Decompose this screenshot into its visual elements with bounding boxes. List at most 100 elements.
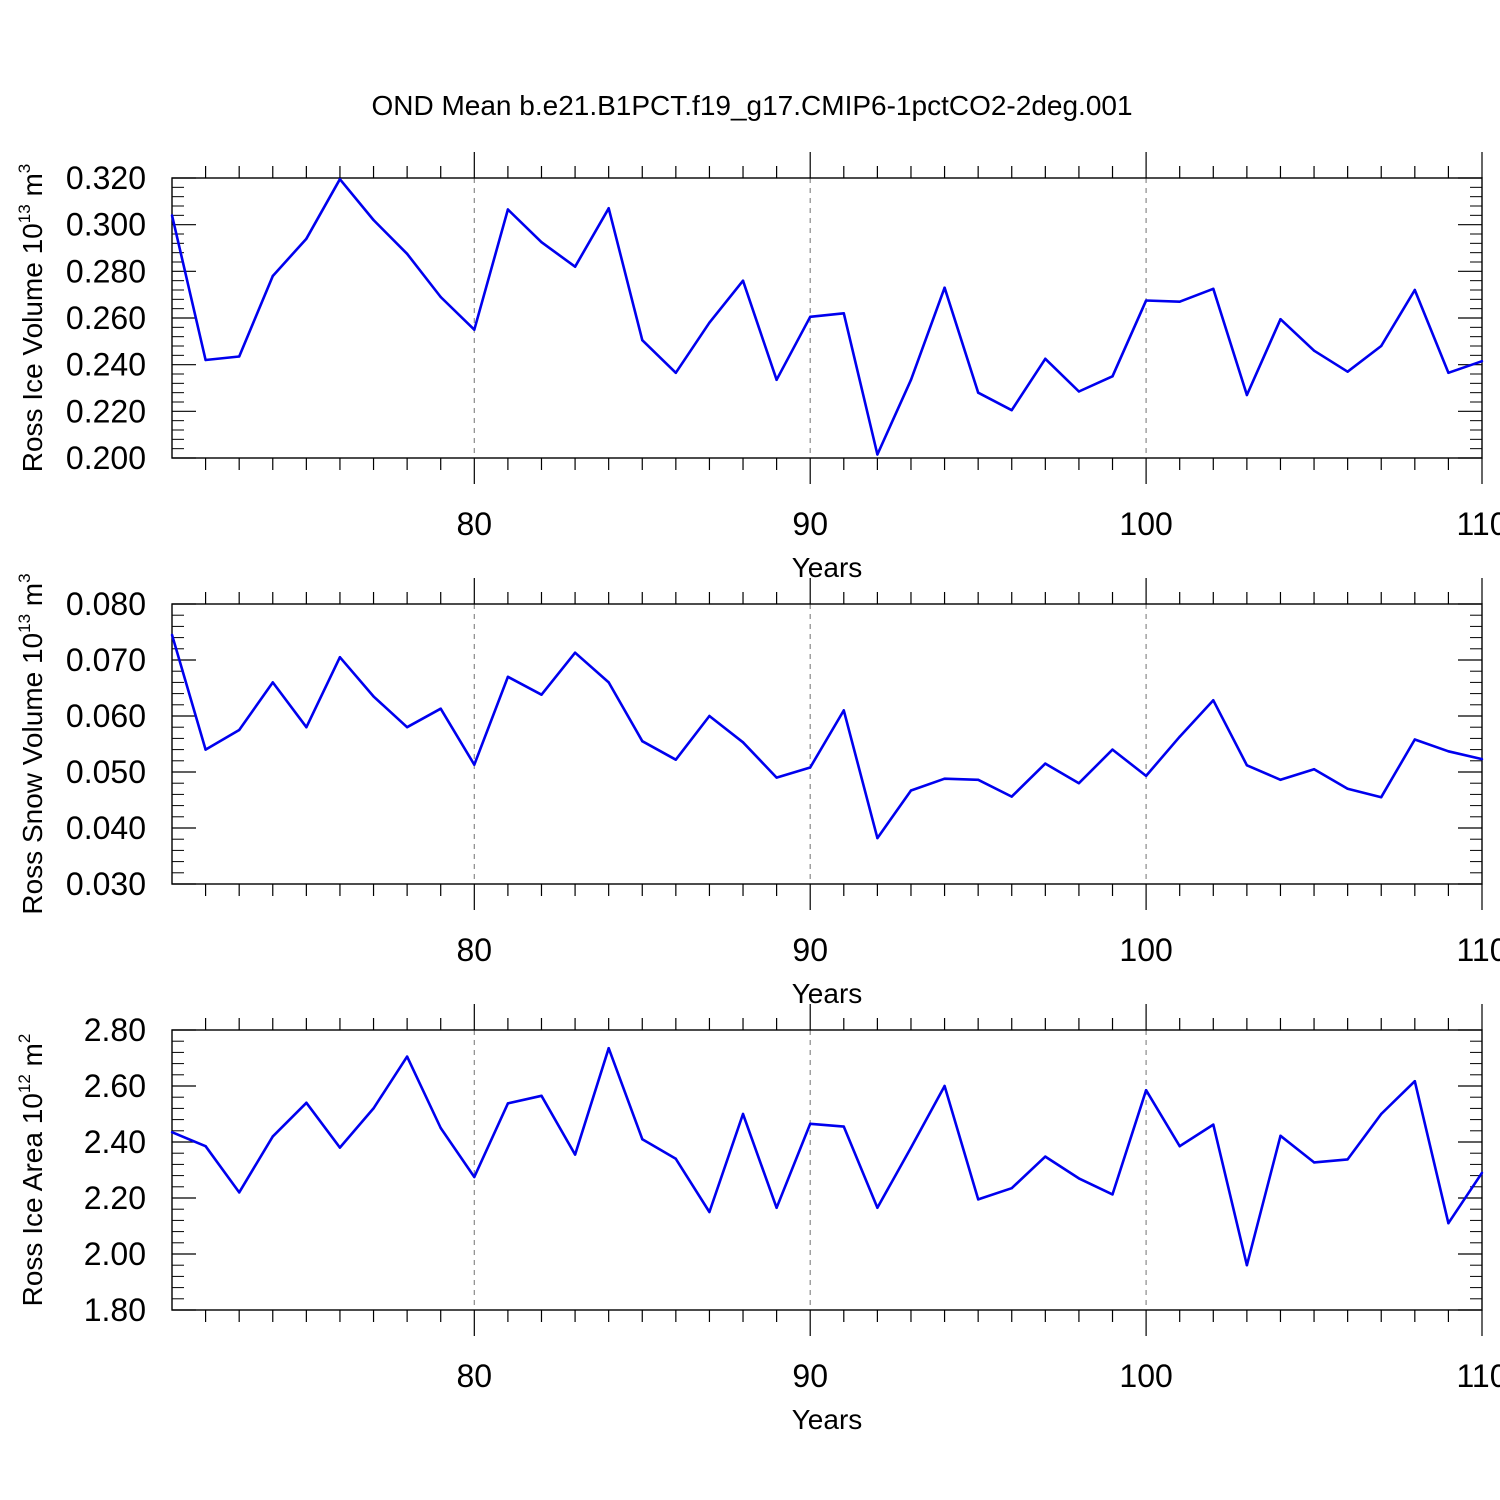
data-point-90 [809, 315, 812, 319]
data-point-77 [372, 695, 375, 698]
data-point-98 [1077, 390, 1081, 393]
x-tick-label-80: 80 [457, 506, 493, 542]
data-point-72 [204, 358, 207, 362]
data-point-87 [708, 714, 711, 718]
data-point-78 [405, 726, 409, 729]
data-point-100 [1144, 774, 1148, 778]
data-point-88 [741, 1112, 745, 1116]
plot-frame [171, 603, 1483, 885]
data-point-94 [943, 286, 946, 289]
data-point-72 [204, 1145, 207, 1148]
y-axis-title-superscript: 2 [15, 1034, 34, 1043]
data-point-81 [506, 1102, 510, 1105]
y-axis-title-part: Ross Ice Area 10 [17, 1093, 48, 1306]
x-tick-label-80: 80 [457, 1358, 493, 1394]
data-point-76 [338, 1146, 342, 1149]
x-tick-label-110: 110 [1456, 1358, 1500, 1394]
data-point-75 [305, 726, 308, 729]
data-point-91 [842, 312, 845, 315]
data-point-73 [237, 1191, 241, 1194]
data-point-96 [1010, 1187, 1013, 1190]
y-axis-title-part: m [17, 173, 48, 204]
data-point-105 [1312, 349, 1316, 352]
panel-2: 0.030 0.040 0.050 0.060 0.070 0.080 80 90 100 110… [15, 573, 1500, 1009]
data-point-98 [1077, 782, 1081, 785]
data-point-93 [909, 378, 913, 382]
y-axis-title-superscript: 12 [15, 1074, 34, 1093]
x-tick-label-100: 100 [1119, 1358, 1172, 1394]
data-point-79 [439, 707, 442, 710]
data-point-105 [1312, 768, 1316, 771]
x-tick-label-110: 110 [1456, 506, 1500, 542]
data-point-105 [1312, 1161, 1316, 1164]
data-point-74 [271, 274, 274, 278]
data-point-74 [271, 681, 274, 684]
data-point-85 [641, 740, 644, 743]
y-tick-label: 1.80 [84, 1292, 146, 1328]
data-point-92 [876, 1206, 879, 1210]
data-point-101 [1178, 735, 1181, 738]
data-point-89 [775, 1206, 778, 1210]
data-point-101 [1178, 300, 1181, 303]
data-point-99 [1111, 375, 1114, 378]
data-point-106 [1346, 1158, 1349, 1161]
data-point-99 [1111, 1193, 1114, 1196]
data-point-91 [842, 709, 845, 712]
y-axis-title-part: Ross Ice Volume 10 [17, 223, 48, 472]
x-axis-title: Years [792, 552, 863, 583]
data-point-85 [641, 1138, 644, 1141]
chart-title: OND Mean b.e21.B1PCT.f19_g17.CMIP6-1pctC… [371, 90, 1132, 121]
data-point-106 [1346, 787, 1349, 790]
data-point-80 [473, 1175, 476, 1179]
y-axis-title: Ross Ice Volume 1013 m3 [15, 164, 48, 473]
data-point-85 [641, 338, 644, 342]
data-point-97 [1044, 762, 1047, 765]
y-tick-label: 0.280 [66, 253, 146, 289]
y-tick-label: 0.040 [66, 810, 146, 846]
data-point-94 [943, 1084, 946, 1088]
data-point-96 [1010, 795, 1013, 798]
data-point-84 [607, 681, 610, 684]
data-point-84 [607, 207, 610, 210]
data-point-99 [1111, 748, 1114, 751]
data-point-93 [909, 789, 913, 792]
x-tick-label-90: 90 [792, 506, 828, 542]
data-point-81 [506, 208, 510, 211]
data-point-75 [305, 1101, 308, 1105]
data-point-76 [338, 177, 342, 181]
data-point-100 [1144, 1089, 1148, 1092]
data-point-78 [405, 1055, 409, 1058]
data-point-106 [1346, 370, 1349, 373]
x-tick-label-110: 110 [1456, 932, 1500, 968]
data-point-79 [439, 1126, 442, 1130]
data-point-104 [1279, 778, 1282, 782]
data-point-81 [506, 675, 510, 678]
panel-1: 0.200 0.220 0.240 0.260 0.280 0.300 0.320 80 90 1… [15, 152, 1500, 583]
y-tick-label: 0.300 [66, 207, 146, 243]
data-point-89 [775, 776, 778, 779]
data-point-84 [607, 1047, 610, 1050]
y-tick-label: 0.220 [66, 393, 146, 429]
data-point-103 [1245, 764, 1249, 767]
data-point-71 [170, 633, 174, 636]
data-point-92 [876, 453, 879, 456]
data-point-98 [1077, 1177, 1081, 1180]
data-point-82 [540, 240, 543, 244]
data-point-100 [1144, 299, 1148, 302]
data-point-94 [943, 777, 946, 780]
series-line [170, 634, 1483, 840]
data-point-83 [573, 1153, 577, 1156]
data-point-108 [1413, 288, 1417, 292]
data-point-95 [976, 1198, 980, 1201]
data-point-103 [1245, 1264, 1249, 1267]
y-tick-label: 2.00 [84, 1236, 146, 1272]
data-point-108 [1413, 1080, 1417, 1083]
y-tick-label: 2.40 [84, 1124, 146, 1160]
data-point-88 [741, 741, 745, 744]
y-tick-label: 0.030 [66, 866, 146, 902]
data-point-78 [405, 252, 409, 256]
y-axis-title: Ross Ice Area 1012 m2 [15, 1034, 48, 1307]
plot-frame [171, 1029, 1483, 1311]
data-point-90 [809, 1122, 812, 1126]
